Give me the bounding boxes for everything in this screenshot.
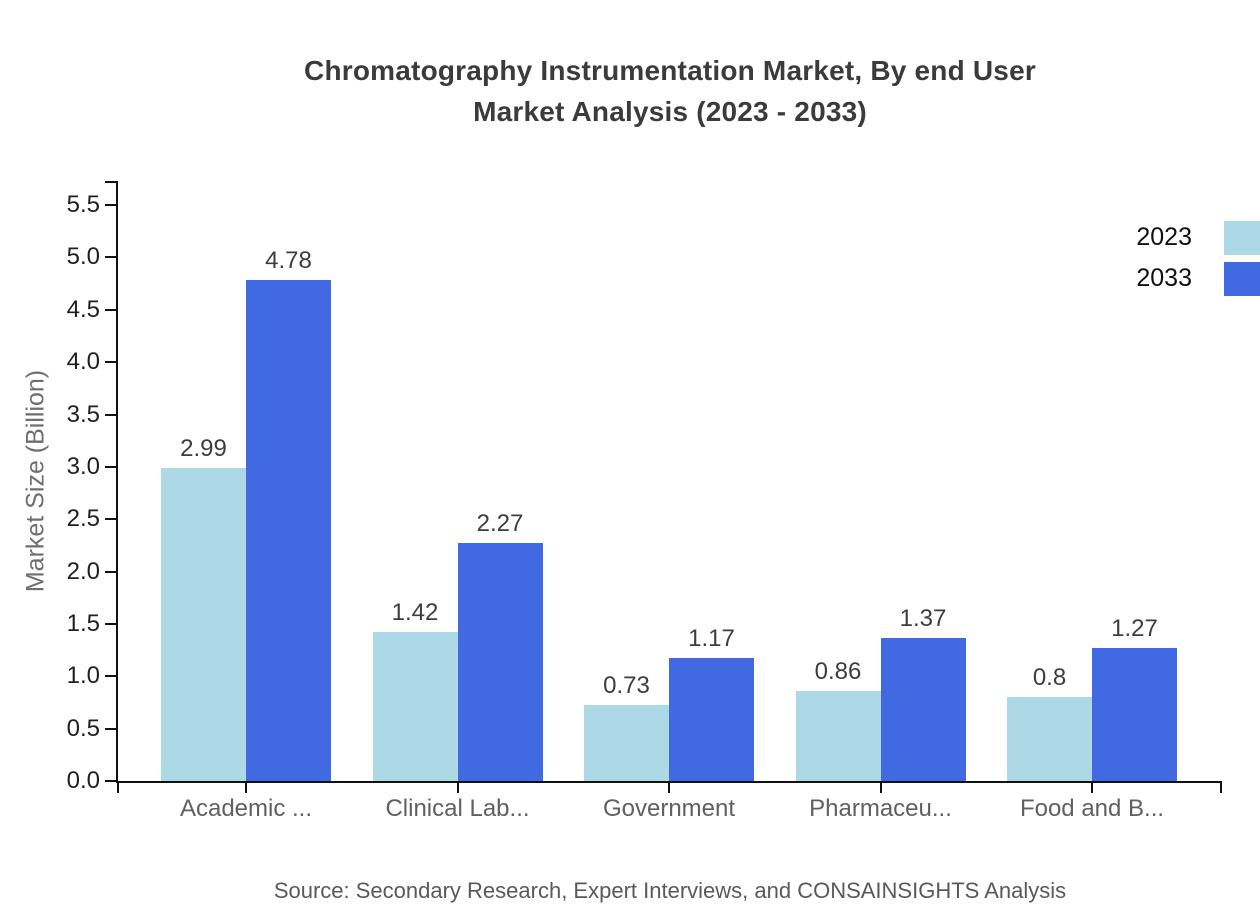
source-text: Source: Secondary Research, Expert Inter…: [273, 878, 1067, 903]
y-tick-label: 5.5: [66, 191, 100, 219]
bar-value-label-2033-4: 1.27: [1111, 615, 1158, 643]
x-tick-mark: [456, 783, 459, 793]
bar-value-label-2023-2: 0.73: [603, 671, 650, 699]
bar-value-label-2033-1: 2.27: [476, 510, 524, 538]
x-category-label-4: Food and B...: [1019, 795, 1165, 822]
legend-swatch-2033: [1224, 262, 1260, 296]
x-category-label-1: Clinical Lab...: [385, 795, 530, 822]
x-tick-mark: [879, 783, 882, 793]
bar-2023-3: [795, 690, 881, 781]
y-tick-mark: [105, 256, 116, 259]
bar-value-label-2023-0: 2.99: [180, 434, 227, 462]
x-category-label-0: Academic ...: [179, 795, 313, 822]
y-tick-label: 0.0: [66, 767, 100, 794]
y-tick-label: 1.5: [66, 609, 100, 637]
bar-2023-1: [372, 632, 458, 781]
bar-value-label-2023-4: 0.8: [1032, 664, 1067, 692]
y-tick-mark: [105, 465, 116, 468]
y-tick-label: 3.0: [66, 452, 100, 480]
plot-area: 0.0 0.5 1.0 1.5 2.0 2.5 3.0 3.5 4.0 4.5 5.0 5.5 2.99…: [67, 181, 1222, 822]
legend-label-2033: 2033: [1136, 264, 1192, 292]
y-tick-label: 1.0: [66, 662, 100, 690]
bar-value-label-2023-3: 0.86: [814, 657, 862, 685]
y-tick-mark: [105, 204, 116, 207]
bar-2033-0: [246, 280, 331, 781]
y-tick-mark: [105, 570, 116, 573]
bar-2023-2: [584, 704, 669, 781]
bar-2023-0: [161, 467, 246, 781]
y-axis-line: [116, 181, 118, 783]
bar-value-label-2023-1: 1.42: [391, 599, 439, 627]
y-tick-mark: [105, 413, 116, 416]
x-tick-mark: [245, 783, 247, 793]
y-tick-label: 4.5: [66, 295, 100, 323]
x-tick-mark: [1091, 783, 1093, 793]
bar-value-label-2033-3: 1.37: [899, 604, 947, 632]
y-tick-label: 3.5: [66, 400, 100, 428]
x-category-label-2: Government: [602, 795, 736, 822]
bar-2033-1: [457, 543, 543, 781]
chart-title-line1: Chromatography Instrumentation Market, B…: [304, 55, 1036, 86]
legend-swatch-2023: [1224, 221, 1260, 255]
y-tick-label: 2.0: [66, 557, 100, 585]
bar-value-label-2033-2: 1.17: [688, 625, 735, 653]
y-tick-mark: [105, 675, 116, 678]
bar-2033-3: [880, 637, 966, 781]
y-tick-label: 4.0: [66, 348, 100, 376]
y-tick-mark: [105, 361, 116, 364]
x-category-label-3: Pharmaceu...: [809, 795, 952, 822]
y-tick-mark: [105, 308, 116, 311]
bar-2033-4: [1092, 648, 1177, 781]
bar-2033-2: [669, 658, 754, 781]
chart-title-line2: Market Analysis (2023 - 2033): [473, 96, 867, 127]
x-axis-line: [116, 781, 1222, 783]
x-tick-mark: [668, 783, 670, 793]
y-tick-mark: [105, 622, 116, 625]
bar-2023-4: [1007, 697, 1092, 781]
y-tick-label: 5.0: [66, 243, 100, 271]
bar-value-label-2033-0: 4.78: [265, 247, 312, 275]
y-tick-label: 0.5: [66, 714, 100, 742]
y-tick-label: 2.5: [66, 505, 100, 533]
y-axis-end-cap: [105, 181, 116, 183]
y-tick-mark: [105, 518, 116, 521]
y-tick-mark: [105, 727, 116, 730]
x-tick-mark: [1220, 783, 1222, 793]
y-tick-mark: [105, 780, 116, 782]
chart-title: Chromatography Instrumentation Market, B…: [118, 50, 1222, 132]
x-tick-mark: [117, 783, 119, 793]
legend-label-2023: 2023: [1136, 223, 1192, 251]
